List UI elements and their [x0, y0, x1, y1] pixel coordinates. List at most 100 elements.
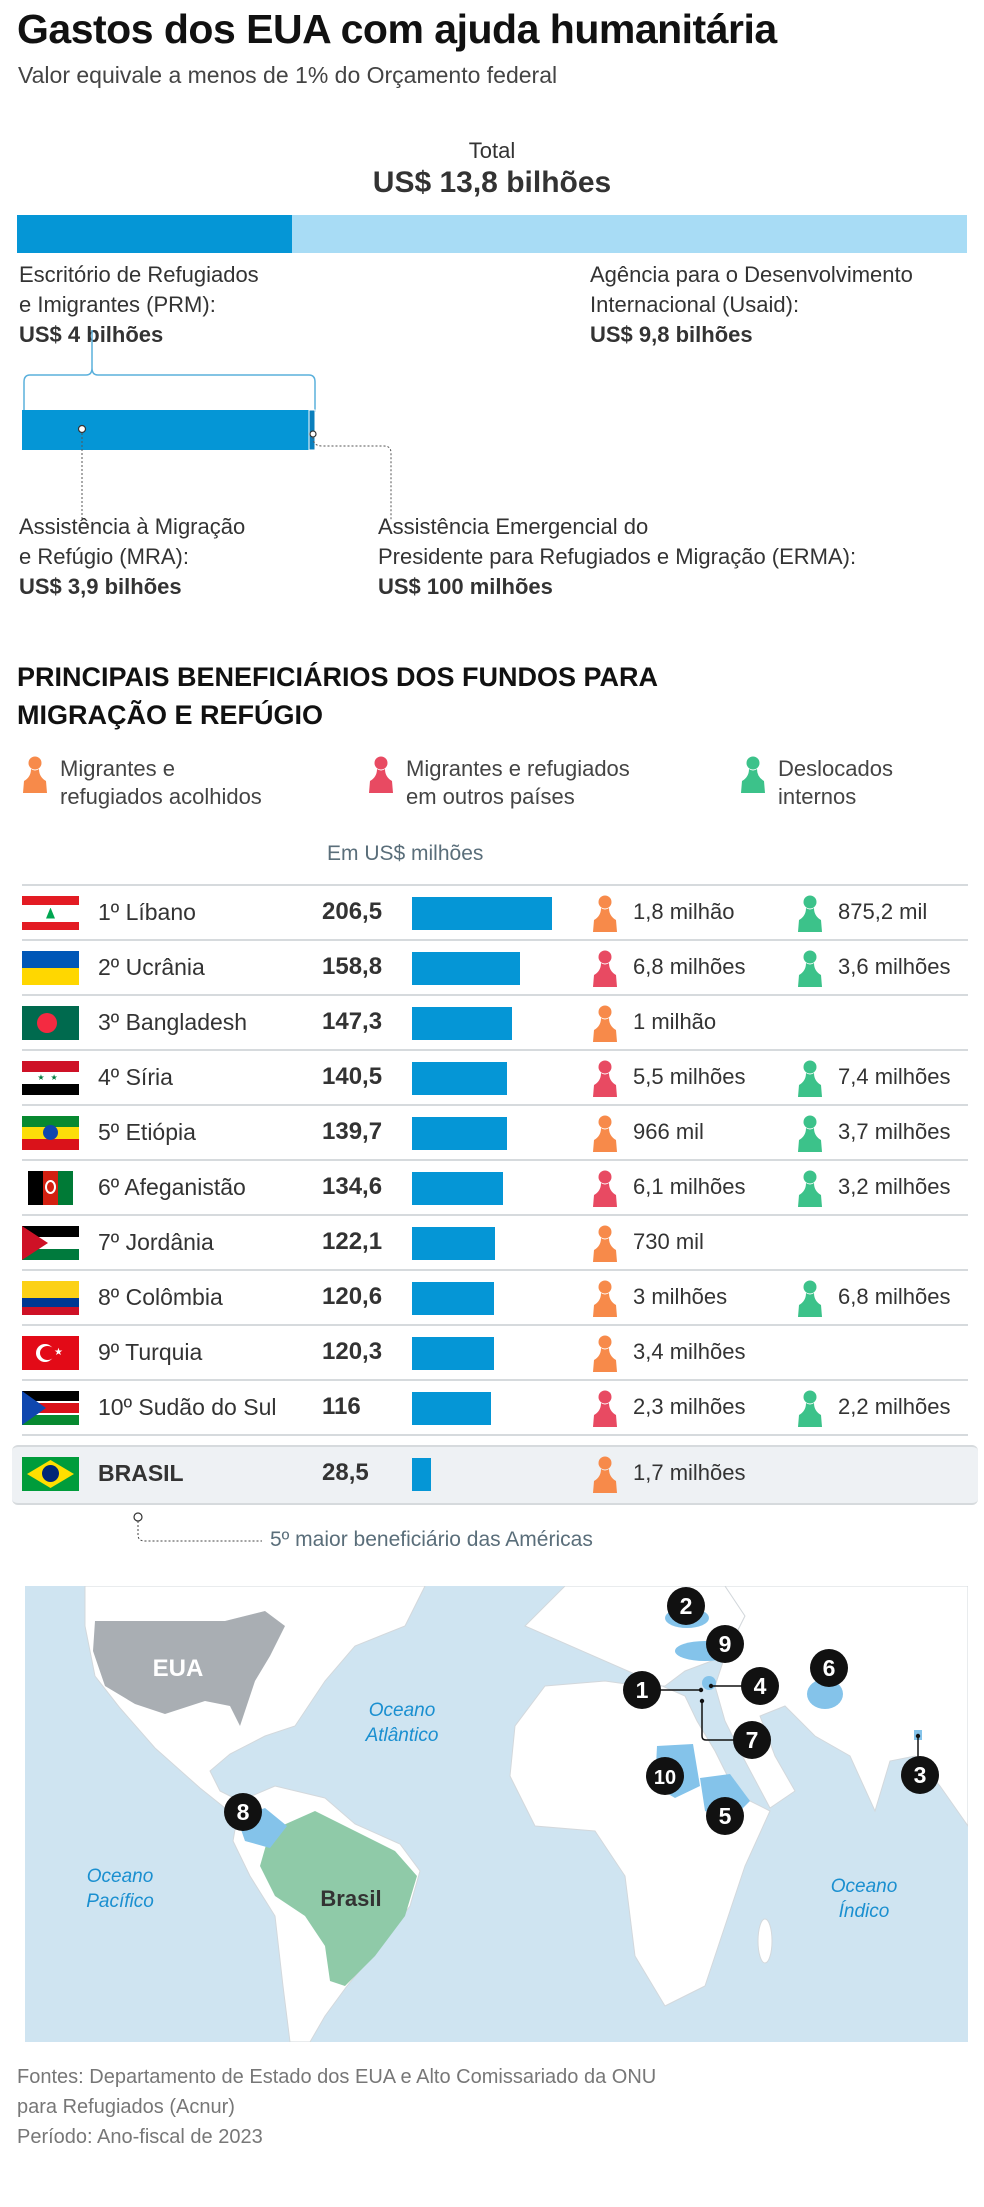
- flag-jordan-icon: [22, 1226, 79, 1260]
- svg-text:7: 7: [746, 1727, 759, 1753]
- funding-bar: [412, 1007, 512, 1040]
- funding-value: 116: [322, 1393, 361, 1420]
- population-a: 3,4 milhões: [633, 1339, 746, 1364]
- prm-line1: Escritório de Refugiados: [19, 262, 259, 287]
- person-icon-internos: [798, 1390, 822, 1427]
- population-a: 2,3 milhões: [633, 1394, 746, 1419]
- person-icon-acolhidos: [593, 1280, 617, 1317]
- person-icon-internos: [798, 895, 822, 932]
- section-title: PRINCIPAIS BENEFICIÁRIOS DOS FUNDOS PARA…: [17, 658, 777, 734]
- legend-outros-paises: Migrantes e refugiados em outros países: [368, 755, 630, 811]
- table-row: 10º Sudão do Sul 116 2,3 milhões 2,2 milh…: [22, 1379, 968, 1434]
- prm-breakdown-graphic: [22, 330, 392, 520]
- population-b: 7,4 milhões: [838, 1064, 951, 1089]
- flag-turkey-icon: ★: [22, 1336, 79, 1370]
- footer-line: Fontes: Departamento de Estado dos EUA e…: [17, 2066, 657, 2088]
- legend-text: Migrantes e: [60, 756, 175, 781]
- erma-leader: [312, 436, 392, 520]
- person-icon-acolhidos: [593, 895, 617, 932]
- funding-bar: [412, 1392, 491, 1425]
- svg-text:8: 8: [237, 1799, 250, 1825]
- country-name: 5º Etiópia: [98, 1119, 196, 1145]
- country-name: 10º Sudão do Sul: [98, 1394, 277, 1420]
- map-marker-7: 7: [733, 1721, 771, 1759]
- table-row: 2º Ucrânia 158,8 6,8 milhões 3,6 milhões: [22, 939, 968, 994]
- legend-text: em outros países: [406, 784, 575, 809]
- mra-bar: [22, 410, 315, 450]
- usaid-label: Agência para o Desenvolvimento Internaci…: [590, 260, 913, 350]
- legend-deslocados: Deslocados internos: [740, 755, 893, 811]
- flag-afghanistan-icon: [22, 1171, 79, 1205]
- brasil-annotation-leader: [133, 1512, 262, 1542]
- country-name: BRASIL: [98, 1460, 184, 1486]
- population-a: 1,8 milhão: [633, 899, 735, 924]
- person-icon: [741, 756, 765, 793]
- person-icon-acolhidos: [593, 1335, 617, 1372]
- country-name: 4º Síria: [98, 1064, 173, 1090]
- svg-text:10: 10: [654, 1767, 676, 1789]
- syria-shape: [702, 1676, 716, 1690]
- flag-lebanon-icon: [22, 896, 79, 930]
- mra-line1: Assistência à Migração: [19, 514, 246, 539]
- map-marker-9: 9: [706, 1625, 744, 1663]
- mra-line2: e Refúgio (MRA):: [19, 544, 189, 569]
- funding-bar: [412, 1282, 494, 1315]
- flag-colombia-icon: [22, 1281, 79, 1315]
- table-row: ★★ 4º Síria 140,5 5,5 milhões 7,4 milhões: [22, 1049, 968, 1104]
- person-icon-acolhidos: [593, 1456, 617, 1493]
- map-marker-6: 6: [810, 1649, 848, 1687]
- legend-text: Migrantes e refugiados: [406, 756, 630, 781]
- person-icon-acolhidos: [593, 1115, 617, 1152]
- usaid-line1: Agência para o Desenvolvimento: [590, 262, 913, 287]
- population-b: 875,2 mil: [838, 899, 928, 924]
- usa-shape: [93, 1611, 285, 1726]
- total-value: US$ 13,8 bilhões: [372, 166, 612, 199]
- afghanistan-shape: [807, 1679, 843, 1709]
- flag-bangladesh-icon: [22, 1006, 79, 1040]
- population-b: 3,6 milhões: [838, 954, 951, 979]
- map-marker-3: 3: [901, 1756, 939, 1794]
- map-label-brasil: Brasil: [320, 1886, 381, 1911]
- person-icon-outros: [593, 1060, 617, 1097]
- funding-value: 139,7: [322, 1118, 383, 1145]
- erma-bar: [308, 409, 316, 451]
- funding-bar: [412, 952, 520, 985]
- country-name: 2º Ucrânia: [98, 954, 205, 980]
- brasil-row-background: [12, 1445, 978, 1505]
- map-label-indico: Índico: [839, 1901, 890, 1922]
- brasil-annotation: 5º maior beneficiário das Américas: [270, 1528, 593, 1551]
- map-marker-4: 4: [741, 1667, 779, 1705]
- person-icon-acolhidos: [593, 1005, 617, 1042]
- mra-marker: [77, 424, 87, 434]
- flag-south-sudan-icon: [22, 1391, 79, 1425]
- flag-brazil-icon: [22, 1457, 79, 1491]
- map-marker-8: 8: [224, 1793, 262, 1831]
- table-row: 5º Etiópia 139,7 966 mil 3,7 milhões: [22, 1104, 968, 1159]
- table-row: 6º Afeganistão 134,6 6,1 milhões 3,2 milh…: [22, 1159, 968, 1214]
- page-title: Gastos dos EUA com ajuda humanitária: [17, 6, 777, 52]
- table-row: 7º Jordânia 122,1 730 mil: [22, 1214, 968, 1269]
- svg-text:3: 3: [914, 1762, 927, 1788]
- svg-text:2: 2: [680, 1593, 693, 1619]
- map-label-pacifico: Pacífico: [86, 1891, 154, 1912]
- table-row: 8º Colômbia 120,6 3 milhões 6,8 milhões: [22, 1269, 968, 1324]
- map-marker-1: 1: [623, 1671, 661, 1709]
- madagascar: [757, 1918, 773, 1964]
- funding-bar: [412, 1062, 508, 1095]
- funding-bar: [412, 897, 552, 930]
- funding-value: 28,5: [322, 1459, 369, 1486]
- person-icon-internos: [798, 1280, 822, 1317]
- person-icon-acolhidos: [593, 1225, 617, 1262]
- map-marker-2: 2: [667, 1587, 705, 1625]
- population-a: 6,8 milhões: [633, 954, 746, 979]
- erma-marker: [309, 430, 317, 438]
- table-row: ★ 9º Turquia 120,3 3,4 milhões: [22, 1324, 968, 1379]
- funding-value: 147,3: [322, 1008, 383, 1035]
- person-icon-internos: [798, 1170, 822, 1207]
- population-a: 5,5 milhões: [633, 1064, 746, 1089]
- map-marker-5: 5: [706, 1797, 744, 1835]
- person-icon-outros: [593, 950, 617, 987]
- country-name: 8º Colômbia: [98, 1284, 223, 1310]
- legend-acolhidos: Migrantes e refugiados acolhidos: [22, 755, 262, 811]
- funding-value: 140,5: [322, 1063, 383, 1090]
